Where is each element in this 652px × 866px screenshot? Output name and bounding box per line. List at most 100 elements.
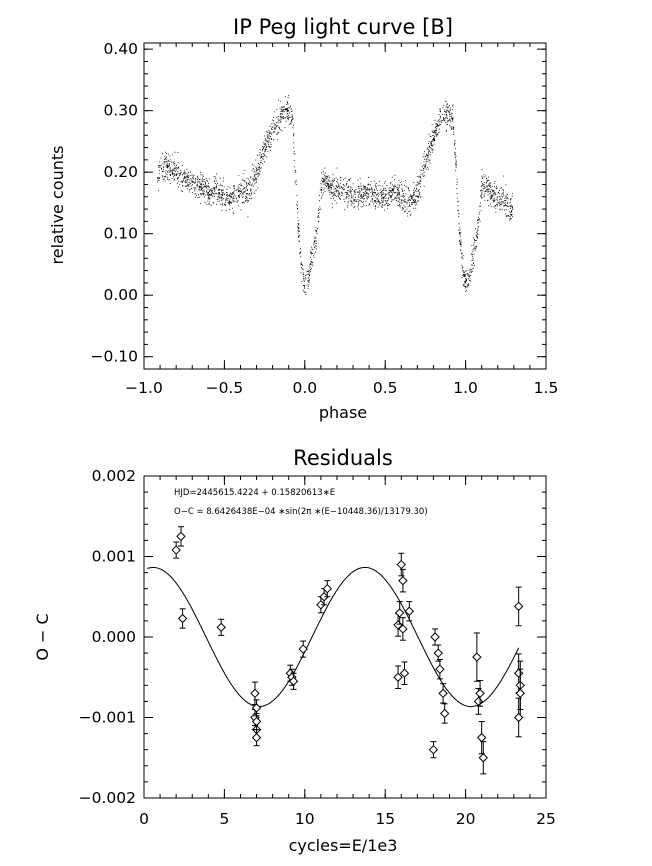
light-curve-panel: IP Peg light curve [B] −1.0 −0.5 0.0 0.5 1.0… <box>48 15 558 422</box>
ephemeris-annotation: HJD=2445615.4224 + 0.15820613∗E <box>174 488 335 498</box>
light-curve-x-tick-label: 0.5 <box>373 379 398 397</box>
light-curve-x-tick-label: 1.0 <box>453 379 478 397</box>
diamond-marker <box>316 600 326 610</box>
diamond-marker <box>251 703 262 713</box>
diamond-marker <box>428 744 439 755</box>
diamond-marker <box>433 648 443 658</box>
residuals-x-tick-label: 20 <box>456 810 476 828</box>
diamond-marker <box>396 559 406 570</box>
residuals-y-tick-label: 0.001 <box>92 548 136 566</box>
residual-point <box>399 661 410 685</box>
residuals-y-tick-label: −0.002 <box>79 789 136 807</box>
residual-point <box>398 617 408 641</box>
diamond-marker <box>171 545 181 555</box>
light-curve-y-tick-label: 0.10 <box>103 225 138 243</box>
diamond-marker <box>176 531 186 542</box>
diamond-marker <box>322 583 333 594</box>
residual-point <box>478 741 488 775</box>
residual-point <box>393 613 403 637</box>
diamond-marker <box>177 613 188 624</box>
diamond-marker <box>250 688 260 699</box>
light-curve-x-tick-label: 0.0 <box>292 379 317 397</box>
diamond-marker <box>439 708 450 719</box>
residual-point <box>176 526 186 547</box>
light-curve-x-tick-label: −0.5 <box>206 379 244 397</box>
diamond-marker <box>513 712 524 723</box>
residual-point <box>438 683 448 704</box>
residual-point <box>322 580 333 598</box>
residual-point <box>439 703 450 724</box>
residual-point <box>216 618 226 636</box>
diamond-marker <box>513 601 524 612</box>
residuals-ticks: 0 5 10 15 20 25 −0.002 −0.001 0.000 0.001 0.002 <box>79 467 556 828</box>
residuals-y-tick-label: 0.000 <box>92 628 136 646</box>
light-curve-y-tick-label: 0.30 <box>103 102 138 120</box>
diamond-marker <box>430 632 440 642</box>
residuals-x-tick-label: 0 <box>139 810 149 828</box>
diamond-marker <box>513 668 524 678</box>
diamond-marker <box>319 592 329 602</box>
diamond-marker <box>475 688 485 699</box>
diamond-marker <box>251 716 262 727</box>
residuals-y-axis-label: O − C <box>33 613 52 660</box>
diamond-marker <box>398 575 408 586</box>
diamond-marker <box>394 608 405 618</box>
sinusoid-fit-curve <box>147 566 520 708</box>
residual-point <box>393 665 403 690</box>
light-curve-x-axis-label: phase <box>319 403 367 422</box>
light-curve-title: IP Peg light curve [B] <box>233 15 453 39</box>
light-curve-y-axis-label: relative counts <box>48 146 67 265</box>
residuals-plot-frame <box>143 475 547 799</box>
light-curve-dots <box>157 95 514 296</box>
residual-point <box>404 601 415 622</box>
diamond-marker <box>398 624 408 634</box>
diamond-marker <box>298 644 308 654</box>
residuals-x-tick-label: 25 <box>536 810 556 828</box>
fit-equation-annotation: O−C = 8.6426438E−04 ∗sin(2π ∗(E−10448.36… <box>174 507 428 517</box>
residuals-x-tick-label: 5 <box>219 810 229 828</box>
residual-point <box>319 588 329 606</box>
diamond-marker <box>472 652 482 662</box>
diamond-marker <box>438 688 448 699</box>
diamond-marker <box>476 732 487 743</box>
residual-points <box>171 526 525 775</box>
residuals-y-tick-label: −0.001 <box>79 709 136 727</box>
light-curve-y-tick-label: 0.40 <box>103 40 138 58</box>
light-curve-x-tick-label: −1.0 <box>125 379 163 397</box>
diamond-marker <box>288 676 299 686</box>
residual-point <box>472 632 482 682</box>
residual-point <box>476 721 487 755</box>
residuals-x-tick-label: 10 <box>295 810 315 828</box>
diamond-marker <box>399 668 410 678</box>
residual-point <box>428 741 439 759</box>
residual-point <box>513 697 524 738</box>
residual-point <box>171 541 181 559</box>
residuals-panel: Residuals HJD=2445615.4224 + 0.15820613∗… <box>33 446 556 855</box>
diamond-marker <box>216 622 226 633</box>
light-curve-plot-frame <box>143 42 547 370</box>
diamond-marker <box>393 672 403 682</box>
residual-point <box>433 644 443 662</box>
diamond-marker <box>435 664 445 674</box>
residual-point <box>475 679 485 707</box>
residuals-x-tick-label: 15 <box>375 810 395 828</box>
residuals-x-axis-label: cycles=E/1e3 <box>289 836 398 855</box>
light-curve-ticks: −1.0 −0.5 0.0 0.5 1.0 1.5 −0.10 0.00 0.10 0.20 0.3… <box>91 40 559 397</box>
residual-point <box>177 608 188 629</box>
light-curve-y-tick-label: 0.20 <box>103 163 138 181</box>
residual-point <box>398 568 408 593</box>
diamond-marker <box>478 753 488 763</box>
residual-point <box>396 552 406 577</box>
diamond-marker <box>251 732 262 743</box>
residual-point <box>250 681 260 706</box>
light-curve-points <box>157 95 514 296</box>
residuals-y-tick-label: 0.002 <box>92 467 136 485</box>
residual-point <box>251 729 262 747</box>
light-curve-x-tick-label: 1.5 <box>534 379 559 397</box>
light-curve-y-tick-label: 0.00 <box>103 286 138 304</box>
diamond-marker <box>404 606 415 616</box>
diamond-marker <box>515 688 525 699</box>
residual-point <box>298 640 308 658</box>
residuals-title: Residuals <box>293 446 393 470</box>
